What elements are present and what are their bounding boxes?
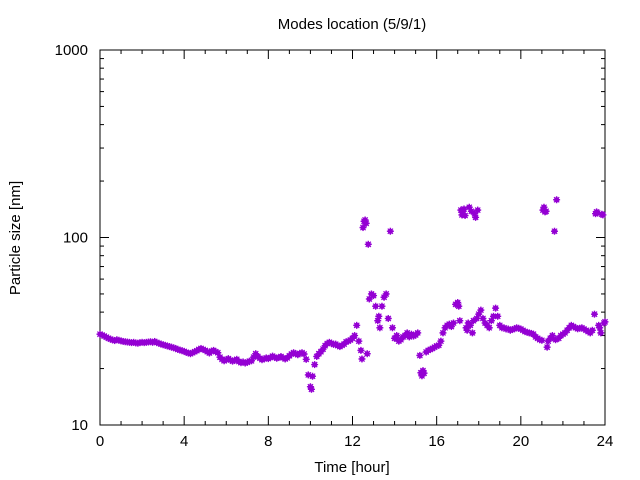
- data-point: [382, 290, 390, 298]
- data-point: [474, 206, 482, 214]
- data-point: [548, 332, 556, 340]
- data-point: [355, 337, 363, 345]
- data-point: [364, 240, 372, 248]
- data-point: [309, 372, 317, 380]
- data-point: [597, 329, 605, 337]
- data-point: [393, 332, 401, 340]
- y-tick-label: 100: [63, 230, 88, 247]
- data-point: [420, 369, 428, 377]
- data-point: [358, 355, 366, 363]
- data-point: [300, 350, 308, 358]
- x-tick-label: 20: [512, 433, 529, 450]
- data-point: [370, 292, 378, 300]
- data-point: [460, 205, 468, 213]
- data-point: [538, 336, 546, 344]
- x-axis: 0 4 8 12 16 20 24: [96, 50, 614, 450]
- data-point: [372, 302, 380, 310]
- data-point: [590, 310, 598, 318]
- data-point: [601, 318, 609, 326]
- data-point: [461, 212, 469, 220]
- data-point: [416, 351, 424, 359]
- data-point: [437, 337, 445, 345]
- data-point: [472, 213, 480, 221]
- x-tick-label: 12: [344, 433, 361, 450]
- data-point: [477, 306, 485, 314]
- data-point: [588, 326, 596, 334]
- data-point: [468, 329, 476, 337]
- data-point: [466, 321, 474, 329]
- data-point: [485, 324, 493, 332]
- x-tick-label: 16: [428, 433, 445, 450]
- data-point: [351, 332, 359, 340]
- data-point: [463, 326, 471, 334]
- data-point: [386, 227, 394, 235]
- data-point: [302, 355, 310, 363]
- data-point: [553, 196, 561, 204]
- data-point: [359, 224, 367, 232]
- y-axis-label: Particle size [nm]: [7, 181, 24, 295]
- y-axis: 10 100 1000: [55, 42, 605, 434]
- data-point: [543, 343, 551, 351]
- data-point: [542, 207, 550, 215]
- data-point: [494, 312, 502, 320]
- x-axis-label: Time [hour]: [314, 459, 389, 476]
- data-point: [363, 350, 371, 358]
- data-point: [455, 302, 463, 310]
- data-point: [456, 317, 464, 325]
- data-point: [357, 346, 365, 354]
- data-point: [599, 211, 607, 219]
- data-point: [384, 314, 392, 322]
- data-point: [596, 324, 604, 332]
- data-point: [362, 219, 370, 227]
- x-tick-label: 8: [264, 433, 272, 450]
- data-points: [96, 196, 609, 393]
- y-tick-label: 1000: [55, 42, 88, 59]
- data-point: [353, 321, 361, 329]
- data-point: [378, 302, 386, 310]
- data-point: [307, 385, 315, 393]
- data-point: [311, 361, 319, 369]
- data-point: [375, 312, 383, 320]
- data-point: [414, 329, 422, 337]
- data-point: [450, 319, 457, 327]
- x-tick-label: 0: [96, 433, 104, 450]
- y-tick-label: 10: [71, 417, 88, 434]
- data-point: [492, 304, 500, 312]
- data-point: [388, 324, 396, 332]
- x-tick-label: 4: [180, 433, 188, 450]
- chart-title: Modes location (5/9/1): [278, 16, 426, 33]
- data-point: [376, 324, 384, 332]
- x-tick-label: 24: [597, 433, 614, 450]
- data-point: [551, 227, 558, 235]
